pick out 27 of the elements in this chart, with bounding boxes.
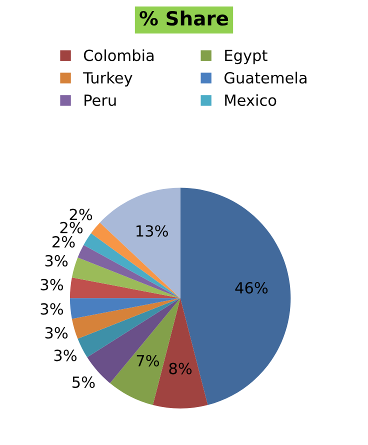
data-label: 46% <box>235 282 268 294</box>
chart-title: % Share <box>140 10 228 26</box>
legend-label: Guatemela <box>224 72 306 84</box>
legend-label: Colombia <box>84 49 154 62</box>
pie-slice <box>70 277 180 298</box>
data-label: 2% <box>52 236 75 248</box>
data-label: 5% <box>72 376 95 388</box>
legend-label: Mexico <box>225 94 276 106</box>
data-label: 2% <box>60 222 83 234</box>
data-label: 3% <box>40 278 64 290</box>
data-label: 7% <box>136 354 160 366</box>
pie-slice <box>78 244 180 298</box>
data-label: 3% <box>45 327 68 339</box>
legend-label: Peru <box>84 94 116 106</box>
data-label: 8% <box>169 362 192 374</box>
legend-label: Turkey <box>83 72 132 87</box>
data-label: 2% <box>70 208 92 220</box>
data-label: 3% <box>45 255 68 267</box>
legend-label: Egypt <box>225 50 268 64</box>
pie-slice <box>91 222 180 298</box>
data-label: 3% <box>54 350 77 362</box>
pie-slice <box>70 298 180 319</box>
data-label: 13% <box>136 225 168 237</box>
data-label: 3% <box>40 303 64 315</box>
pie-slice <box>72 298 180 339</box>
pie-slice <box>100 188 180 298</box>
pie-slice <box>72 258 180 298</box>
